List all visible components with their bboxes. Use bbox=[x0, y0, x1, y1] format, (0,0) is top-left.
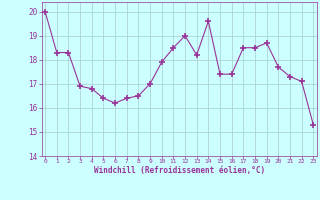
X-axis label: Windchill (Refroidissement éolien,°C): Windchill (Refroidissement éolien,°C) bbox=[94, 166, 265, 175]
